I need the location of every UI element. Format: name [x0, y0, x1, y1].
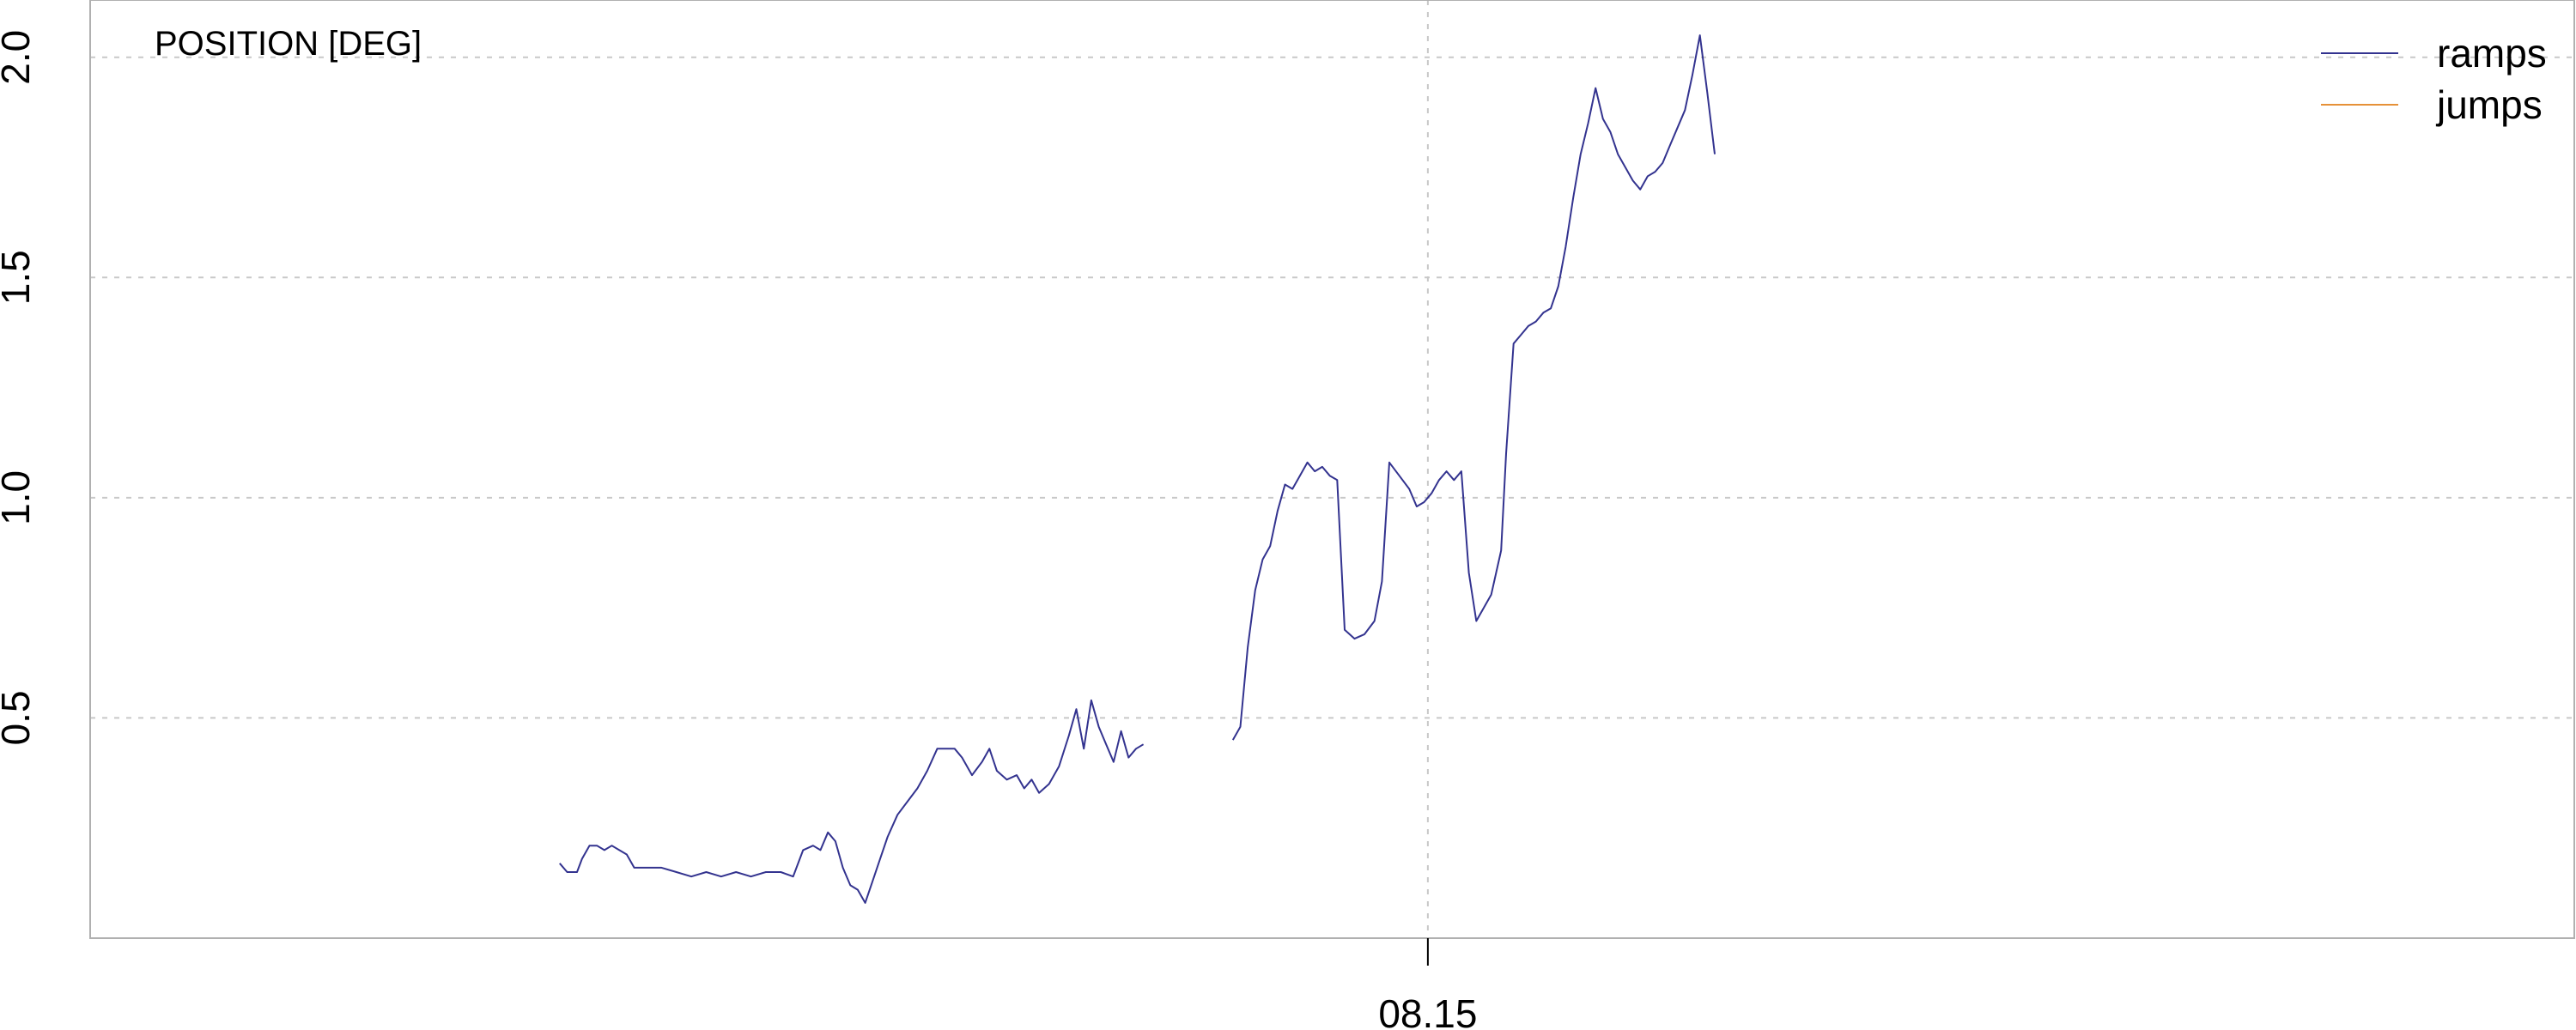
- y-axis: 0.5 1.0 1.5 2.0: [0, 30, 38, 746]
- y-tick-label: 1.5: [0, 250, 38, 305]
- legend-label-jumps: jumps: [2435, 82, 2543, 127]
- legend-label-ramps: ramps: [2437, 31, 2547, 76]
- x-tick-label: 08.15: [1378, 991, 1477, 1030]
- y-tick-label: 2.0: [0, 30, 38, 85]
- grid: [90, 0, 2574, 938]
- series-layer: [559, 34, 1716, 904]
- x-axis: 08.15: [1378, 938, 1477, 1030]
- series-line-ramps-1: [1231, 34, 1716, 741]
- y-tick-label: 0.5: [0, 690, 38, 745]
- legend: ramps jumps: [2321, 31, 2547, 127]
- plot-frame: [89, 0, 2575, 939]
- chart-title: POSITION [DEG]: [155, 25, 422, 63]
- y-tick-label: 1.0: [0, 470, 38, 525]
- series-line-ramps-0: [559, 699, 1145, 904]
